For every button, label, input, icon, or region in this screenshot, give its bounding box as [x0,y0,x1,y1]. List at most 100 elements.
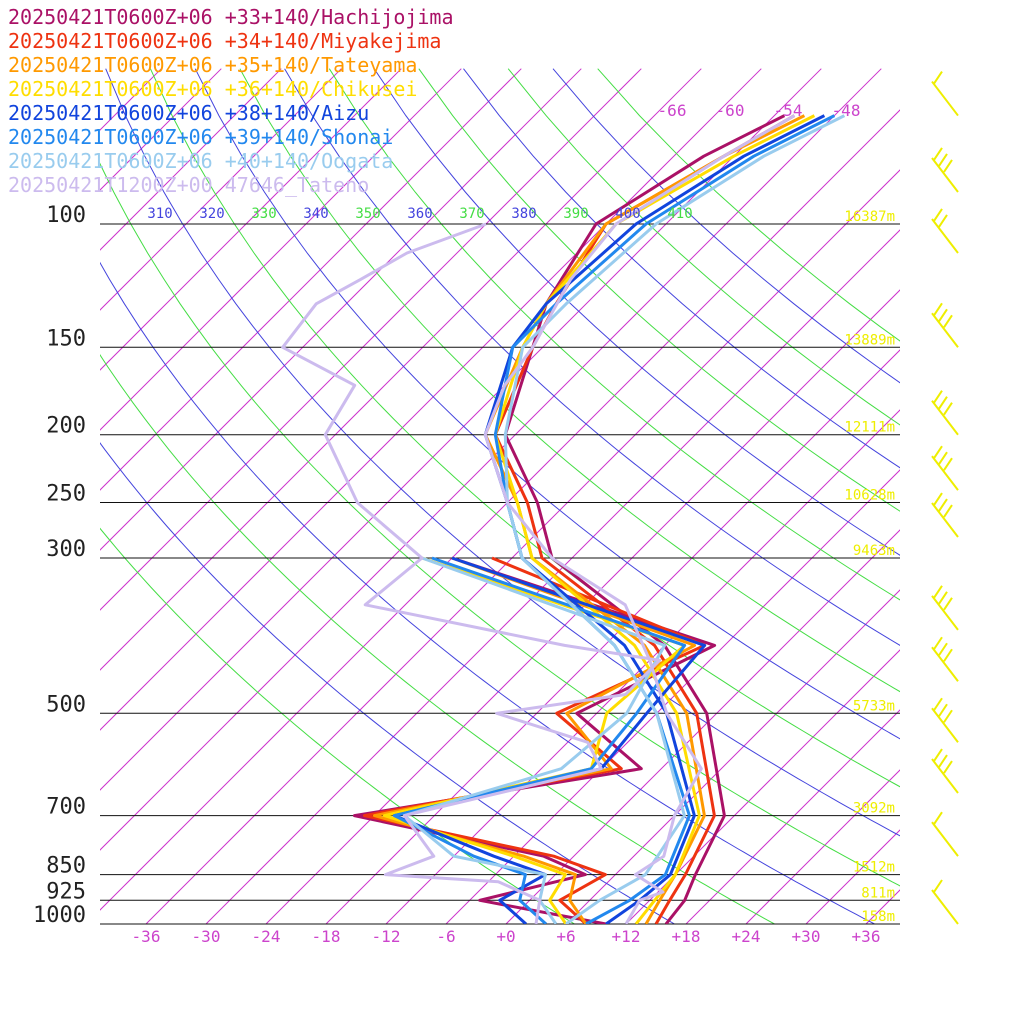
isentrope-curve [463,68,900,469]
wind-barb [931,697,959,743]
temperature-tick-label: -6 [436,927,455,946]
isotherm-label: -66 [658,101,687,120]
wind-barb [931,302,959,348]
isentrope-label: 320 [199,206,224,222]
dewpoint-trace [382,556,687,924]
height-label: 5733m [853,698,895,714]
isotherm-line [745,769,900,924]
isentrope-label: 330 [251,206,276,222]
temperature-trace [503,114,786,924]
height-label: 158m [861,909,895,925]
isentrope-label: 390 [563,206,588,222]
isotherm-line [805,829,900,924]
temperature-trace [483,114,796,924]
isentrope-label: 400 [615,206,640,222]
pressure-label: 200 [46,414,86,439]
dewpoint-trace [362,556,707,924]
legend: 20250421T0600Z+06 +33+140/Hachijojima202… [8,5,454,197]
isotherm-line [100,68,522,491]
legend-entry: 20250421T0600Z+06 +39+140/Shonai [8,125,393,149]
temperature-tick-label: +18 [672,927,701,946]
temperature-tick-label: +12 [612,927,641,946]
isentrope-curve [507,68,900,426]
isentrope-lines [100,68,900,924]
isotherm-line [685,709,900,924]
isotherm-line [145,169,900,924]
isentrope-curve [100,442,676,924]
isotherm-line [205,229,900,924]
wind-barb [931,390,959,436]
isotherm-line [100,68,342,311]
legend-entry: 20250421T0600Z+06 +34+140/Miyakejima [8,29,441,53]
height-label: 9463m [853,543,895,559]
height-label: 811m [861,885,895,901]
isentrope-curve [100,261,876,924]
legend-entry: 20250421T0600Z+06 +36+140/Chikusei [8,77,417,101]
height-label: 10628m [844,488,895,504]
isotherm-line [100,68,282,251]
isotherm-label: -54 [774,101,803,120]
isotherm-line [505,529,900,924]
isotherm-line [100,68,642,611]
pressure-lines [100,223,900,925]
temperature-tick-label: +0 [496,927,515,946]
isotherm-line [100,68,882,851]
isentrope-curve [284,68,900,646]
isentrope-curve [373,68,900,556]
pressure-label: 100 [46,203,86,228]
wind-barb [931,445,959,491]
isotherm-line [445,469,900,924]
axis-labels: 100 16387m 150 13889m 200 12111m 250 10628m 300 9… [33,101,895,946]
isotherm-label: -60 [716,101,745,120]
wind-barb [931,492,959,538]
wind-barb [931,748,959,794]
isotherm-line [100,68,462,431]
isotherm-label: -48 [832,101,861,120]
height-label: 16387m [844,209,895,225]
isentrope-curve [100,354,776,924]
wind-barb [931,879,959,925]
legend-entry: 20250421T0600Z+06 +35+140/Tateyama [8,53,417,77]
wind-barb [931,636,959,682]
temperature-tick-label: +30 [792,927,821,946]
isentrope-curve [100,162,900,887]
isentrope-curve [105,68,900,837]
isentrope-curve [149,68,900,788]
legend-entry: 20250421T1200Z+00 47646_Tateno [8,173,369,197]
temperature-tick-label: +6 [556,927,575,946]
isentrope-curve [100,527,576,924]
isentrope-curve [328,68,900,601]
isentrope-label: 340 [303,206,328,222]
isentrope-label: 350 [355,206,380,222]
legend-entry: 20250421T0600Z+06 +38+140/Aizu [8,101,369,125]
temperature-tick-label: +36 [852,927,881,946]
isentrope-curve [418,68,900,512]
wind-barb [931,208,959,254]
isotherm-line [325,349,900,924]
sounding-traces [281,114,846,924]
isentrope-label: 410 [667,206,692,222]
isotherm-line [100,68,582,551]
pressure-label: 300 [46,537,86,562]
temperature-trace [503,114,846,924]
pressure-label: 850 [46,854,86,879]
height-label: 1512m [853,860,895,876]
pressure-label: 700 [46,795,86,820]
pressure-label: 925 [46,879,86,904]
temperature-trace [493,114,796,924]
temperature-tick-label: -24 [252,927,281,946]
pressure-label: 1000 [33,903,86,928]
temperature-tick-label: -18 [312,927,341,946]
isentrope-label: 360 [407,206,432,222]
isentrope-label: 380 [511,206,536,222]
legend-entry: 20250421T0600Z+06 +33+140/Hachijojima [8,5,454,29]
height-label: 13889m [844,332,895,348]
isentrope-curve [239,68,900,693]
height-label: 12111m [844,420,895,436]
temperature-tick-label: +24 [732,927,761,946]
pressure-label: 500 [46,692,86,717]
isentrope-label: 370 [459,206,484,222]
wind-barb [931,71,959,117]
isotherm-line [100,68,702,671]
